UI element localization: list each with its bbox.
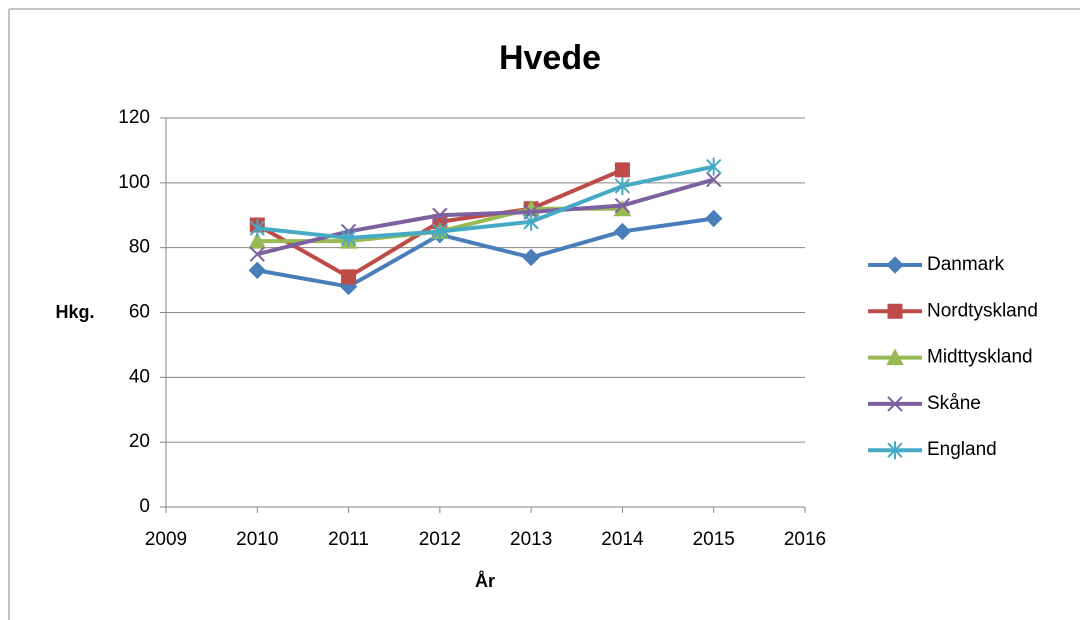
chart-title: Hvede bbox=[499, 39, 601, 77]
marker bbox=[614, 162, 630, 178]
legend-label: Midttyskland bbox=[927, 347, 1033, 368]
marker bbox=[706, 157, 722, 176]
marker bbox=[614, 197, 631, 214]
y-tick-label: 100 bbox=[118, 172, 150, 193]
marker bbox=[706, 171, 722, 188]
marker bbox=[522, 248, 540, 267]
marker bbox=[249, 246, 265, 262]
x-tick-label: 2009 bbox=[145, 529, 187, 550]
marker bbox=[249, 219, 265, 238]
y-tick-label: 0 bbox=[139, 496, 150, 517]
x-tick-label: 2015 bbox=[693, 529, 735, 550]
x-tick-label: 2013 bbox=[510, 529, 552, 550]
marker bbox=[341, 269, 357, 285]
x-tick-label: 2016 bbox=[784, 529, 826, 550]
legend-label: England bbox=[927, 439, 997, 460]
marker bbox=[705, 209, 723, 228]
y-axis-label: Hkg. bbox=[55, 302, 94, 322]
x-tick-label: 2010 bbox=[236, 529, 278, 550]
x-tick-label: 2014 bbox=[601, 529, 644, 550]
series-line bbox=[256, 216, 714, 289]
marker bbox=[248, 261, 266, 280]
marker bbox=[887, 396, 903, 412]
marker bbox=[248, 232, 267, 249]
x-tick-label: 2012 bbox=[419, 529, 461, 550]
y-tick-label: 20 bbox=[129, 431, 150, 452]
marker bbox=[887, 303, 903, 319]
x-axis-label: År bbox=[475, 571, 495, 591]
x-tick-label: 2011 bbox=[328, 529, 369, 550]
marker bbox=[523, 212, 539, 231]
y-tick-label: 40 bbox=[129, 366, 150, 387]
marker bbox=[614, 177, 631, 196]
marker bbox=[886, 256, 904, 274]
marker bbox=[432, 207, 448, 223]
marker bbox=[432, 222, 448, 241]
marker bbox=[613, 222, 632, 241]
series-line bbox=[257, 164, 715, 240]
legend-label: Nordtyskland bbox=[927, 300, 1038, 321]
y-tick-label: 120 bbox=[118, 107, 150, 128]
marker bbox=[340, 228, 357, 247]
legend-label: Skåne bbox=[927, 393, 981, 414]
legend-label: Danmark bbox=[927, 254, 1005, 275]
marker bbox=[887, 441, 903, 460]
y-tick-label: 60 bbox=[129, 302, 150, 323]
marker bbox=[886, 348, 904, 366]
y-tick-label: 80 bbox=[129, 237, 150, 258]
